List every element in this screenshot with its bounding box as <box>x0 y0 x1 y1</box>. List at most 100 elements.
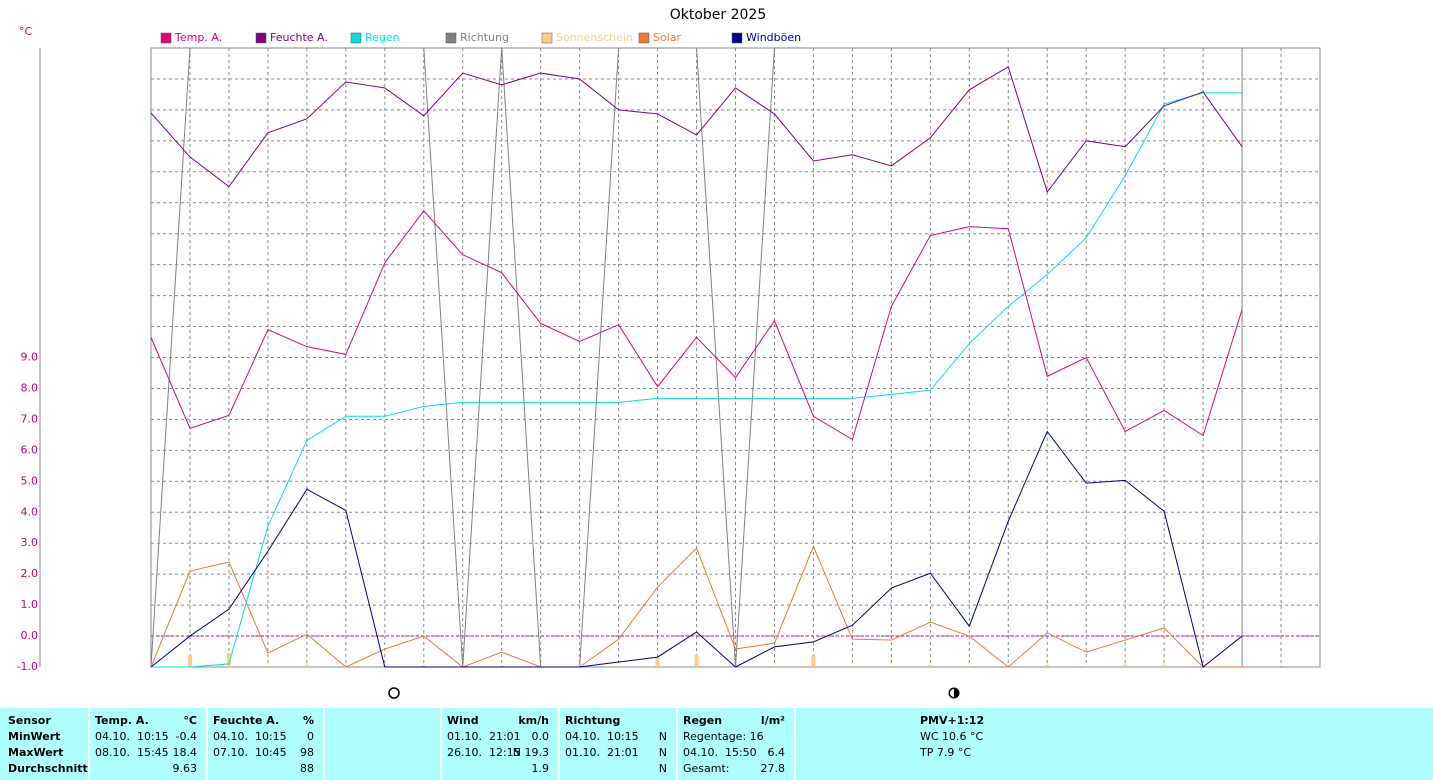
legend-swatch <box>445 32 457 44</box>
column-separator <box>794 708 796 780</box>
bar <box>889 665 894 667</box>
y-tick-label: 3.0 <box>21 536 39 549</box>
table-cell: Regen <box>683 714 723 727</box>
table-cell: % <box>302 714 314 727</box>
table-cell: MinWert <box>8 730 61 743</box>
table-cell: 01.10. 21:01 <box>565 746 639 759</box>
table-cell: 04.10. 15:50 <box>683 746 757 759</box>
bar <box>967 665 972 667</box>
legend-label: Windböen <box>746 31 801 44</box>
legend-swatch <box>255 32 267 44</box>
table-cell: Gesamt: <box>683 762 730 775</box>
legend-label: Regen <box>365 31 400 44</box>
table-cell: 07.10. 10:45 <box>213 746 287 759</box>
column-separator <box>206 708 208 780</box>
table-cell: 18.4 <box>172 746 198 759</box>
y-tick-label: 8.0 <box>21 381 39 394</box>
bar <box>850 665 855 667</box>
table-cell: 04.10. 10:15 <box>95 730 169 743</box>
y-tick-label: 4.0 <box>21 505 39 518</box>
table-cell: km/h <box>518 714 549 727</box>
series-line <box>150 66 1243 193</box>
series-line <box>150 430 1243 668</box>
table-cell: Wind <box>447 714 479 727</box>
bar <box>655 657 660 667</box>
chart: Oktober 2025 °C -1.0 0.0 1.0 2.0 3.0 4.0 5.0 6.… <box>17 7 1321 699</box>
table-cell: °C <box>183 714 197 727</box>
bar <box>265 665 270 667</box>
table-cell: Feuchte A. <box>213 714 280 727</box>
table-cell: Richtung <box>565 714 621 727</box>
legend-label: Temp. A. <box>174 31 222 44</box>
legend-swatch <box>350 32 362 44</box>
bar <box>1084 665 1089 667</box>
bar <box>928 664 933 667</box>
table-cell: WC 10.6 °C <box>920 730 984 743</box>
bar <box>694 654 699 667</box>
column-separator <box>558 708 560 780</box>
bar <box>811 654 816 667</box>
bar <box>187 654 192 667</box>
series-line <box>150 210 1243 441</box>
y-unit: °C <box>19 25 33 38</box>
y-tick-label: -1.0 <box>17 660 38 673</box>
table-cell: l/m² <box>760 714 785 727</box>
y-tick-label: 2.0 <box>21 567 39 580</box>
column-separator <box>88 708 90 780</box>
legend-swatch <box>731 32 743 44</box>
y-tick-label: 9.0 <box>21 351 39 364</box>
table-cell: N <box>658 746 667 759</box>
table-cell: 6.4 <box>767 746 786 759</box>
table-cell: 04.10. 10:15 <box>565 730 639 743</box>
bar <box>1162 664 1167 667</box>
table-cell: 26.10. 12:15 <box>447 746 521 759</box>
table-cell: PMV+1:12 <box>920 714 985 727</box>
table-cell: MaxWert <box>8 746 64 759</box>
y-tick-label: 6.0 <box>21 443 39 456</box>
y-tick-label: 0.0 <box>21 629 39 642</box>
y-tick-label: 1.0 <box>21 598 39 611</box>
table-cell: Regentage: 16 <box>683 730 764 743</box>
y-tick-label: 7.0 <box>21 412 39 425</box>
table-cell: 1.9 <box>531 762 550 775</box>
table-cell: TP 7.9 °C <box>920 746 972 759</box>
legend-label: Solar <box>653 31 682 44</box>
legend-label: Richtung <box>460 31 509 44</box>
table-cell: -0.4 <box>175 730 197 743</box>
column-separator <box>323 708 325 780</box>
column-separator <box>676 708 678 780</box>
legend-swatch <box>541 32 553 44</box>
column-separator <box>440 708 442 780</box>
table-cell: 27.8 <box>760 762 786 775</box>
legend-swatch <box>638 32 650 44</box>
bar <box>1045 664 1050 667</box>
table-cell: 04.10. 10:15 <box>213 730 287 743</box>
table-cell: 98 <box>300 746 314 759</box>
bar <box>616 665 621 667</box>
series-line <box>150 544 1243 668</box>
table-cell: N <box>658 762 667 775</box>
table-cell: 01.10. 21:01 <box>447 730 521 743</box>
table-cell: 9.63 <box>172 762 198 775</box>
table-cell: N <box>658 730 667 743</box>
table-cell: 0 <box>307 730 314 743</box>
moon-icon <box>388 687 400 699</box>
chart-title: Oktober 2025 <box>670 7 767 23</box>
table-cell: Temp. A. <box>95 714 149 727</box>
table-cell: 88 <box>300 762 314 775</box>
moon-icon <box>950 689 954 697</box>
legend-label: Sonnenschein <box>556 31 633 44</box>
table-cell: 08.10. 15:45 <box>95 746 169 759</box>
series-line <box>150 47 1243 668</box>
table-cell: Sensor <box>8 714 51 727</box>
table-cell: Durchschnitt <box>8 762 88 775</box>
bar <box>772 665 777 667</box>
table-cell: N 19.3 <box>512 746 549 759</box>
legend-label: Feuchte A. <box>270 31 328 44</box>
series-line <box>151 92 1243 668</box>
stats-table: Sensor MinWert MaxWert Durchschnitt Temp. A.… <box>0 708 1433 780</box>
legend-swatch <box>160 32 172 44</box>
bar <box>304 664 309 667</box>
bar <box>1123 664 1128 667</box>
